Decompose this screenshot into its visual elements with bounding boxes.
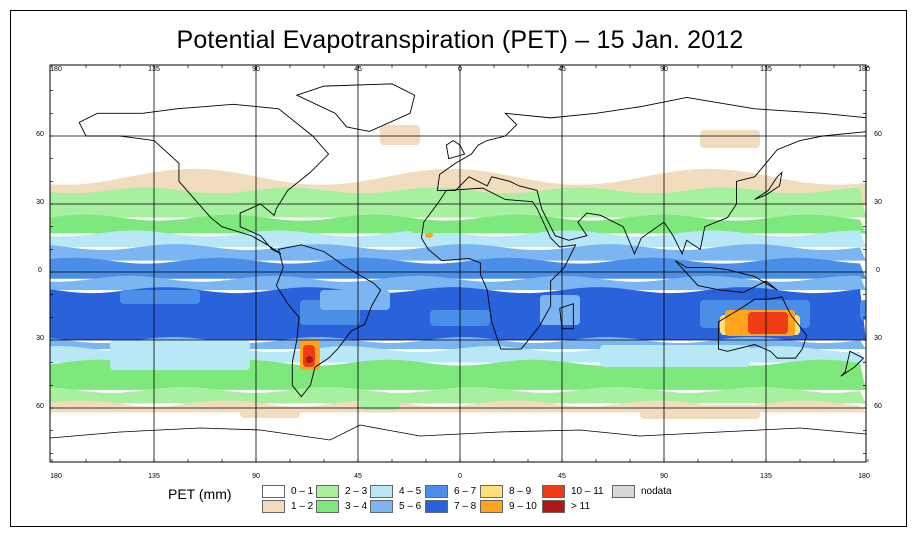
graticule-lines: [50, 65, 866, 462]
legend-label: 9 – 10: [509, 501, 537, 512]
legend-label: 1 – 2: [291, 501, 314, 512]
legend-swatch: [370, 485, 393, 498]
lon-tick-label-top: 135: [148, 66, 160, 73]
pet-band: [50, 214, 866, 234]
pet-band: [50, 359, 866, 390]
legend-swatch: [542, 500, 565, 513]
map-title: Potential Evapotranspiration (PET) – 15 …: [176, 26, 744, 54]
pet-patch: [640, 405, 760, 419]
legend-swatch: [316, 500, 339, 513]
lon-tick-label-bottom: 45: [354, 473, 362, 480]
legend-label: 4 – 5: [399, 486, 422, 497]
pet-band: [50, 244, 866, 261]
legend-label: 10 – 11: [571, 486, 604, 497]
lat-tick-label-left: 60: [36, 403, 44, 410]
lon-tick-label-bottom: 180: [50, 473, 62, 480]
pet-band: [50, 187, 866, 218]
lat-tick-label-left: 30: [36, 199, 44, 206]
plot-border: [49, 64, 867, 463]
pet-patch: [360, 400, 400, 410]
lon-tick-label-bottom: 45: [558, 473, 566, 480]
pet-patch: [120, 290, 200, 304]
legend-title: PET (mm): [168, 486, 232, 502]
outline-europe-asia: [436, 97, 866, 256]
legend-label: nodata: [641, 486, 672, 497]
legend-swatch: [262, 485, 285, 498]
outline-greenland: [295, 83, 416, 132]
lon-tick-label-bottom: 135: [148, 473, 160, 480]
legend-swatch: [480, 485, 503, 498]
pet-patch: [748, 312, 788, 334]
outline-new-zealand: [840, 350, 865, 377]
legend-swatch: [612, 485, 635, 498]
legend-swatch: [262, 500, 285, 513]
pet-patch: [410, 225, 470, 233]
pet-patch: [425, 232, 433, 238]
lon-tick-label-top: 135: [760, 66, 772, 73]
lon-tick-label-top: 45: [354, 66, 362, 73]
legend-swatch: [370, 500, 393, 513]
lat-tick-label-right: 30: [874, 199, 882, 206]
pet-band: [50, 257, 866, 279]
lon-tick-label-bottom: 180: [858, 473, 870, 480]
outline-north-america: [78, 103, 330, 255]
legend-swatch: [425, 500, 448, 513]
legend-label: 8 – 9: [509, 486, 532, 497]
pet-patch: [860, 300, 866, 320]
lon-tick-label-top: 90: [252, 66, 260, 73]
lon-tick-label-bottom: 90: [660, 473, 668, 480]
legend-label: > 11: [571, 501, 590, 512]
legend-swatch: [480, 500, 503, 513]
lon-tick-label-top: 180: [858, 66, 870, 73]
lon-tick-label-top: 0: [458, 66, 462, 73]
pet-patch: [600, 345, 750, 367]
pet-patch: [306, 356, 313, 363]
antarctica-outline: [50, 424, 866, 462]
outline-australia: [717, 296, 808, 359]
legend-swatch: [542, 485, 565, 498]
lat-tick-label-right: 30: [874, 335, 882, 342]
lon-tick-label-bottom: 90: [252, 473, 260, 480]
legend-label: 2 – 3: [345, 486, 368, 497]
lon-tick-label-bottom: 135: [760, 473, 772, 480]
legend-label: 6 – 7: [454, 486, 477, 497]
outline-africa: [420, 187, 577, 350]
lat-tick-label-right: 60: [874, 403, 882, 410]
outline-madagascar: [559, 303, 574, 330]
continent-outlines: [50, 83, 866, 462]
legend-swatch: [316, 485, 339, 498]
lon-tick-label-bottom: 0: [458, 473, 462, 480]
pet-patch: [700, 130, 760, 148]
pet-patch: [240, 410, 300, 418]
outline-south-america: [275, 244, 382, 398]
pet-zonal-bands: [50, 165, 866, 413]
pet-patch: [110, 340, 250, 370]
lat-tick-label-right: 60: [874, 131, 882, 138]
lon-tick-label-top: 180: [50, 66, 62, 73]
pet-band: [50, 275, 866, 291]
pet-patch: [303, 345, 315, 367]
pet-band: [50, 386, 866, 404]
outline-uk: [445, 139, 466, 160]
lat-tick-label-left: 0: [38, 267, 42, 274]
lon-tick-label-top: 90: [660, 66, 668, 73]
legend-label: 0 – 1: [291, 486, 314, 497]
legend-label: 5 – 6: [399, 501, 422, 512]
lat-tick-label-left: 60: [36, 131, 44, 138]
legend-label: 3 – 4: [345, 501, 368, 512]
axis-ticks: [50, 65, 869, 462]
legend-label: 7 – 8: [454, 501, 477, 512]
legend-swatch: [425, 485, 448, 498]
lat-tick-label-left: 30: [36, 335, 44, 342]
lat-tick-label-right: 0: [876, 267, 880, 274]
pet-patch: [380, 125, 420, 145]
outline-indonesia: [675, 260, 778, 293]
lon-tick-label-top: 45: [558, 66, 566, 73]
pet-band: [50, 230, 866, 248]
figure-frame: [10, 10, 907, 527]
